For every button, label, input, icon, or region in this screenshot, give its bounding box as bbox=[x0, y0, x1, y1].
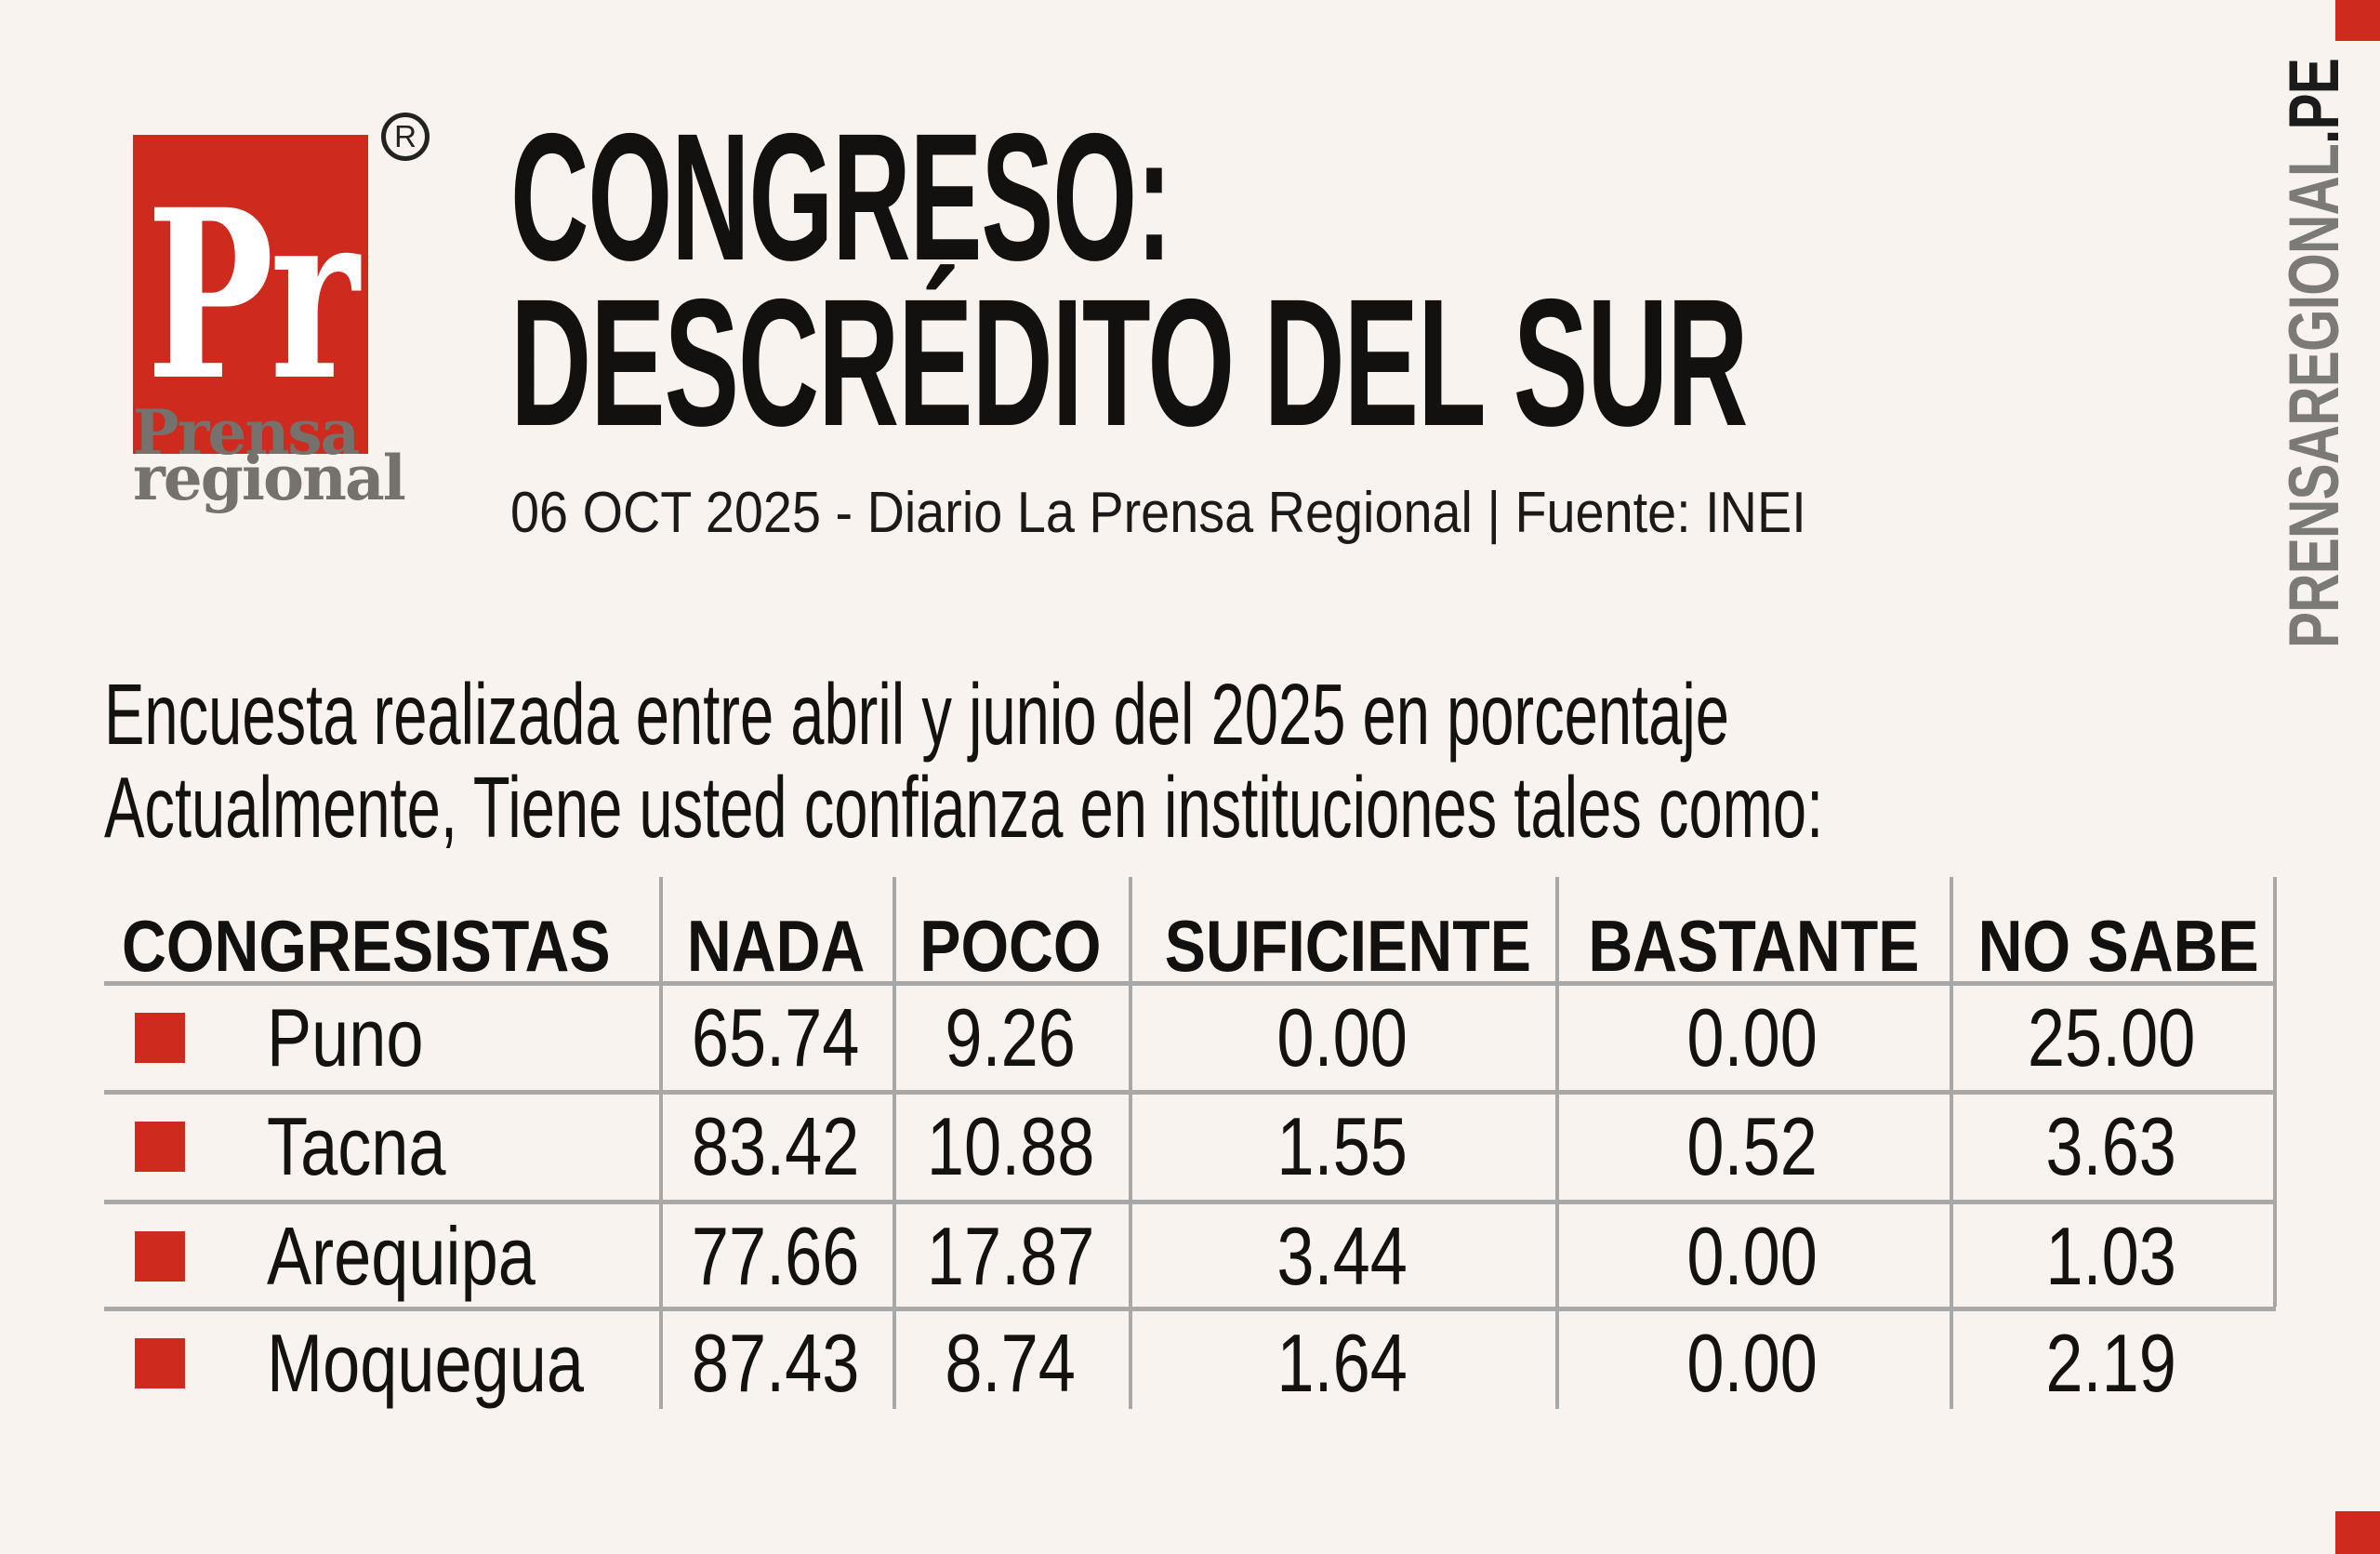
table-row-puno: Puno 65.74 9.26 0.00 0.00 25.00 bbox=[104, 986, 2276, 1090]
red-square-bullet-icon bbox=[135, 1338, 185, 1388]
value-suficiente: 3.44 bbox=[1276, 1210, 1408, 1302]
region-name: Moquegua bbox=[267, 1317, 585, 1409]
region-name: Tacna bbox=[267, 1100, 446, 1192]
value-no-sabe: 25.00 bbox=[2027, 991, 2196, 1083]
column-header-no-sabe: NO SABE bbox=[1977, 905, 2259, 987]
column-header-congresistas: CONGRESISTAS bbox=[122, 905, 611, 987]
survey-description-line2: Actualmente, Tiene usted confianza en in… bbox=[104, 759, 1824, 856]
survey-description-line1: Encuesta realizada entre abril y junio d… bbox=[104, 666, 1730, 763]
value-suficiente: 0.00 bbox=[1276, 991, 1408, 1083]
website-tld-black: .PE bbox=[2275, 59, 2354, 145]
brand-name: Prensa regional bbox=[133, 402, 406, 509]
value-nada: 83.42 bbox=[692, 1100, 860, 1192]
value-bastante: 0.52 bbox=[1686, 1100, 1818, 1192]
region-name: Arequipa bbox=[267, 1210, 536, 1302]
value-poco: 10.88 bbox=[926, 1100, 1095, 1192]
value-nada: 77.66 bbox=[692, 1210, 860, 1302]
prensa-regional-logo: Pr bbox=[133, 135, 368, 454]
value-nada: 87.43 bbox=[692, 1317, 860, 1409]
column-header-suficiente: SUFICIENTE bbox=[1164, 905, 1531, 987]
header-underline bbox=[104, 981, 2276, 986]
region-name: Puno bbox=[267, 991, 424, 1083]
value-bastante: 0.00 bbox=[1686, 1317, 1818, 1409]
column-divider bbox=[1555, 877, 1559, 1409]
row-divider bbox=[104, 1090, 2276, 1095]
registered-trademark-icon: R bbox=[381, 113, 430, 161]
website-vertical-text: PRENSAREGIONAL.PE bbox=[2275, 59, 2354, 648]
logo-monogram: Pr bbox=[146, 157, 359, 432]
column-divider bbox=[892, 877, 896, 1409]
value-poco: 8.74 bbox=[945, 1317, 1077, 1409]
column-divider bbox=[659, 877, 663, 1409]
page-title-line2: DESCRÉDITO DEL SUR bbox=[510, 261, 1748, 464]
value-no-sabe: 2.19 bbox=[2045, 1317, 2177, 1409]
value-suficiente: 1.55 bbox=[1276, 1100, 1408, 1192]
value-poco: 9.26 bbox=[945, 991, 1077, 1083]
value-suficiente: 1.64 bbox=[1276, 1317, 1408, 1409]
column-divider bbox=[1129, 877, 1132, 1409]
value-poco: 17.87 bbox=[926, 1210, 1095, 1302]
brand-name-line2: regional bbox=[133, 442, 406, 514]
corner-red-square-top-right bbox=[2335, 0, 2380, 41]
red-square-bullet-icon bbox=[135, 1013, 185, 1063]
red-square-bullet-icon bbox=[135, 1122, 185, 1172]
column-header-poco: POCO bbox=[919, 905, 1102, 987]
value-bastante: 0.00 bbox=[1686, 991, 1818, 1083]
table-row-moquegua: Moquegua 87.43 8.74 1.64 0.00 2.19 bbox=[104, 1311, 2276, 1415]
column-header-bastante: BASTANTE bbox=[1588, 905, 1920, 987]
brand-name-line1: Prensa bbox=[133, 396, 360, 469]
value-bastante: 0.00 bbox=[1686, 1210, 1818, 1302]
table-row-arequipa: Arequipa 77.66 17.87 3.44 0.00 1.03 bbox=[104, 1204, 2276, 1308]
row-divider bbox=[104, 1307, 2276, 1311]
website-name-gray: PRENSAREGIONAL bbox=[2275, 144, 2354, 648]
red-square-bullet-icon bbox=[135, 1231, 185, 1282]
registered-trademark-letter: R bbox=[394, 119, 416, 153]
value-nada: 65.74 bbox=[692, 991, 860, 1083]
table-row-tacna: Tacna 83.42 10.88 1.55 0.52 3.63 bbox=[104, 1095, 2276, 1199]
value-no-sabe: 3.63 bbox=[2045, 1100, 2177, 1192]
column-header-nada: NADA bbox=[686, 905, 866, 987]
column-divider bbox=[1950, 877, 1953, 1409]
row-divider bbox=[104, 1200, 2276, 1204]
survey-description: Encuesta realizada entre abril y junio d… bbox=[104, 668, 2380, 854]
date-source-subtitle: 06 OCT 2025 - Diario La Prensa Regional … bbox=[510, 481, 1806, 545]
survey-table: CONGRESISTAS NADA POCO SUFICIENTE BASTAN… bbox=[104, 877, 2277, 1415]
page-title-line1: CONGRESO: bbox=[510, 96, 1172, 299]
corner-red-square-bottom-right bbox=[2335, 1511, 2380, 1554]
value-no-sabe: 1.03 bbox=[2045, 1210, 2177, 1302]
